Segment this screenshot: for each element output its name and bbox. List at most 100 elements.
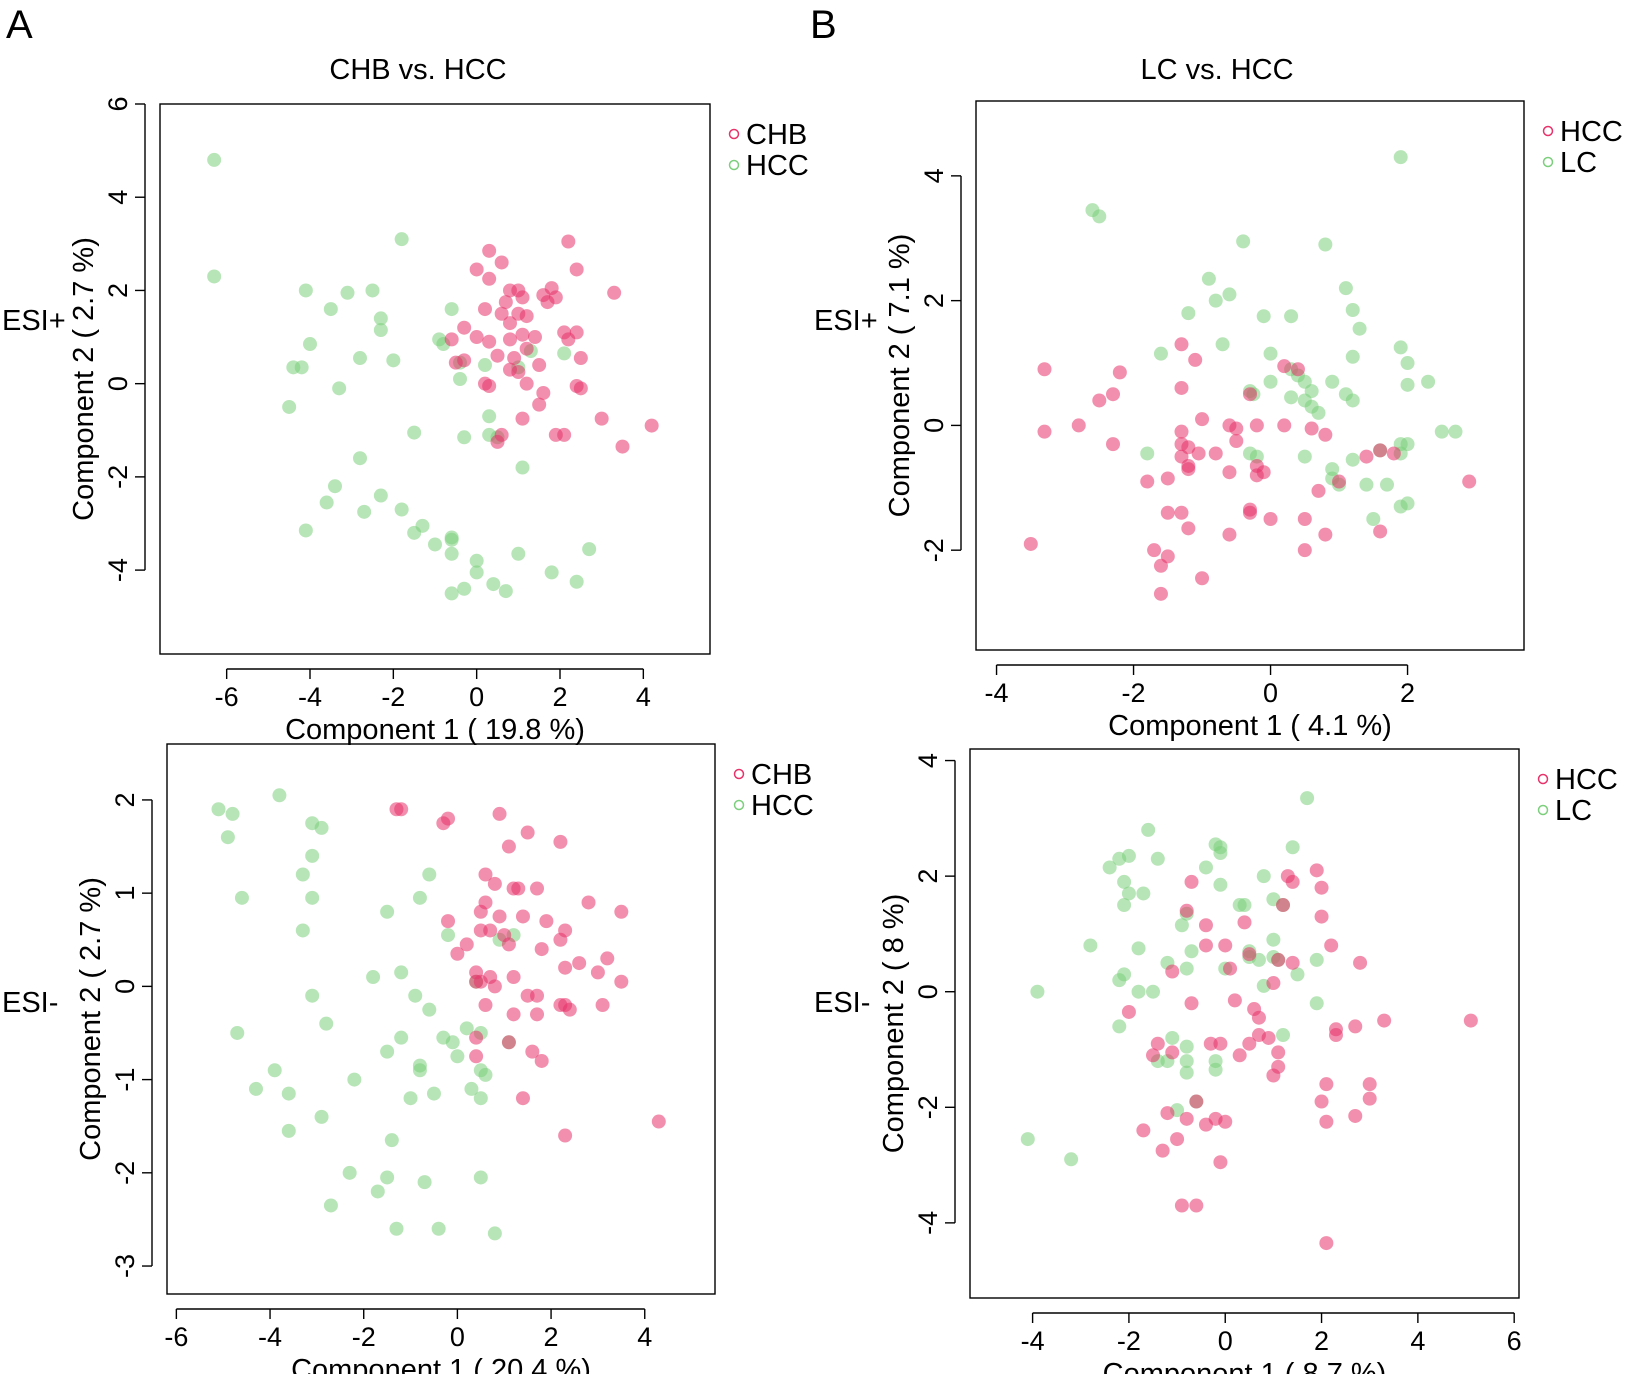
point-lc xyxy=(1208,293,1223,308)
point-chb xyxy=(644,418,659,433)
point-lc xyxy=(1215,337,1230,352)
point-hcc xyxy=(1184,996,1199,1011)
point-hcc xyxy=(1261,1030,1276,1045)
point-lc xyxy=(1140,446,1155,461)
point-chb xyxy=(515,1091,530,1106)
point-hcc xyxy=(1362,1091,1377,1106)
point-chb xyxy=(482,334,497,349)
y-tick-label: -2 xyxy=(110,1161,140,1185)
point-chb xyxy=(651,1114,666,1129)
point-hcc xyxy=(457,430,472,445)
point-hcc xyxy=(394,1030,409,1045)
point-hcc xyxy=(1348,1019,1363,1034)
point-lc xyxy=(1181,306,1196,321)
point-hcc xyxy=(295,923,310,938)
point-hcc xyxy=(1179,1111,1194,1126)
point-hcc xyxy=(323,1198,338,1213)
point-hcc xyxy=(459,1021,474,1036)
y-tick-label: 4 xyxy=(919,168,949,183)
y-tick-label: 0 xyxy=(103,376,133,391)
point-hcc xyxy=(295,867,310,882)
point-chb xyxy=(532,397,547,412)
row-label-esi-minus-left: ESI- xyxy=(2,987,58,1019)
point-hcc xyxy=(444,586,459,601)
point-hcc xyxy=(1237,915,1252,930)
point-chb xyxy=(506,970,521,985)
point-lc xyxy=(1352,321,1367,336)
point-hcc xyxy=(557,346,572,361)
point-lc xyxy=(1359,477,1374,492)
point-hcc xyxy=(319,1016,334,1031)
point-hcc xyxy=(444,302,459,317)
point-chb xyxy=(614,974,629,989)
point-hcc xyxy=(1174,505,1189,520)
point-hcc xyxy=(1153,558,1168,573)
row-label-esi-minus-right: ESI- xyxy=(814,987,870,1019)
point-hcc xyxy=(487,1226,502,1241)
x-tick-label: 6 xyxy=(1507,1326,1522,1356)
point-hcc xyxy=(1147,543,1162,558)
point-hcc xyxy=(457,581,472,596)
point-hcc xyxy=(305,848,320,863)
point-hcc xyxy=(1184,874,1199,889)
point-chb xyxy=(581,895,596,910)
point-hcc xyxy=(1348,1108,1363,1123)
point-hcc xyxy=(1189,1094,1204,1109)
point-hcc xyxy=(370,1184,385,1199)
point-lc xyxy=(1345,393,1360,408)
point-hcc xyxy=(1263,511,1278,526)
point-hcc xyxy=(303,337,317,352)
legend-marker-hcc xyxy=(1537,773,1549,785)
point-hcc xyxy=(353,451,367,466)
y-tick-label: 2 xyxy=(103,283,133,298)
point-hcc xyxy=(305,890,320,905)
point-chb xyxy=(515,290,530,305)
point-hcc xyxy=(1353,955,1368,970)
point-lc xyxy=(1284,309,1299,324)
plot-chb-vs-hcc-esi-minus: -6 -4 -2 0 2 4 Component 1 ( 20.4 %) -3 -2 -1 0 1 2 C… xyxy=(75,743,814,1374)
point-hcc xyxy=(1373,443,1388,458)
legend-marker-chb xyxy=(733,768,745,780)
point-hcc xyxy=(1277,418,1292,433)
point-chb xyxy=(503,332,517,347)
point-hcc xyxy=(1271,952,1286,967)
y-tick-label: -2 xyxy=(103,465,133,489)
point-chb xyxy=(572,956,587,971)
point-chb xyxy=(515,327,530,342)
column-title-right: LC vs. HCC xyxy=(1140,54,1293,86)
point-chb xyxy=(519,376,534,391)
point-hcc xyxy=(1271,1045,1286,1060)
point-hcc xyxy=(498,584,513,599)
point-chb xyxy=(469,330,484,345)
point-lc xyxy=(1309,952,1324,967)
point-hcc xyxy=(267,1063,282,1078)
y-tick-label: -1 xyxy=(110,1068,140,1092)
point-hcc xyxy=(394,232,409,247)
point-hcc xyxy=(1170,1132,1185,1147)
point-chb xyxy=(534,942,549,957)
point-chb xyxy=(553,834,568,849)
panel-letter-b: B xyxy=(810,3,837,47)
point-hcc xyxy=(323,302,338,317)
legend-label-hcc: HCC xyxy=(1560,116,1623,148)
point-chb xyxy=(557,427,572,442)
point-hcc xyxy=(286,360,301,375)
point-hcc xyxy=(305,988,320,1003)
point-hcc xyxy=(1160,471,1175,486)
point-lc xyxy=(1198,860,1213,875)
point-hcc xyxy=(426,1086,441,1101)
point-hcc xyxy=(1203,1036,1218,1051)
y-tick-label: -2 xyxy=(913,1095,943,1119)
point-hcc xyxy=(1213,1155,1228,1170)
y-tick-label: 2 xyxy=(919,293,949,308)
point-lc xyxy=(1345,302,1360,317)
point-hcc xyxy=(1155,1143,1170,1158)
x-tick-label: 0 xyxy=(1218,1326,1233,1356)
point-hcc xyxy=(515,460,530,475)
point-hcc xyxy=(407,425,422,440)
point-hcc xyxy=(1218,1114,1233,1129)
point-chb xyxy=(539,914,554,929)
y-axis-title: Component 2 ( 7.1 %) xyxy=(884,234,916,518)
point-hcc xyxy=(1160,1106,1175,1121)
